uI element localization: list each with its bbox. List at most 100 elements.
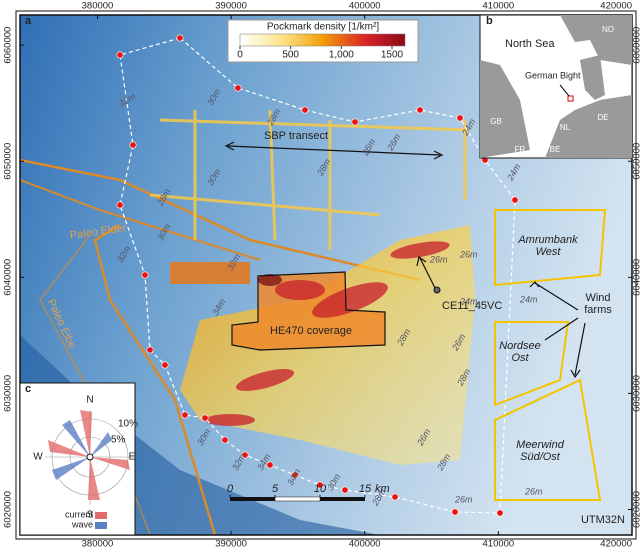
survey-vertex — [451, 508, 459, 516]
scale-tick-label: 10 — [314, 483, 327, 495]
country-label: DK — [606, 67, 618, 76]
survey-vertex — [146, 346, 154, 354]
depth-label: 24m — [459, 296, 478, 306]
colorbar — [239, 33, 406, 47]
x-tick-label: 390000 — [215, 539, 247, 549]
crs-label: UTM32N — [581, 514, 625, 526]
colorbar-tick-label: 1,000 — [329, 50, 354, 61]
y-tick-label: 6030000 — [3, 375, 14, 412]
wind-farm-name: West — [536, 246, 562, 258]
survey-vertex — [291, 471, 299, 479]
panel-label: a — [25, 15, 32, 27]
colorbar-tick-label: 1500 — [381, 50, 404, 61]
survey-vertex — [116, 51, 124, 59]
survey-vertices — [116, 34, 519, 517]
y-tick-label: 6030000 — [632, 375, 640, 412]
survey-vertex — [391, 493, 399, 501]
pockmark-hotspot — [170, 262, 250, 284]
rose-legend-label: current — [65, 509, 94, 519]
wind-farm-name: Nordsee — [499, 340, 541, 352]
scale-tick-label: 15 — [359, 483, 372, 495]
y-tick-label: 6040000 — [632, 259, 640, 296]
compass-label: N — [86, 395, 93, 406]
wind-farm-name: Amrumbank — [517, 234, 578, 246]
y-tick-label: 6060000 — [632, 27, 640, 64]
sbp-label: SBP transect — [264, 130, 328, 142]
ring-label: 10% — [118, 419, 138, 430]
wind-farm-name: Süd/Ost — [520, 451, 561, 463]
survey-vertex — [201, 414, 209, 422]
depth-label: 26m — [454, 494, 473, 504]
paleo-elder-channel — [19, 158, 421, 282]
depth-label: 26m — [429, 254, 448, 264]
survey-vertex — [416, 106, 424, 114]
y-tick-label: 6020000 — [3, 491, 14, 528]
depth-label: 26m — [524, 486, 543, 496]
y-tick-label: 6020000 — [632, 491, 640, 528]
y-tick-label: 6050000 — [632, 143, 640, 180]
x-tick-label: 400000 — [349, 1, 381, 12]
map-frame — [19, 14, 633, 536]
x-tick-label: 400000 — [349, 539, 381, 549]
survey-vertex — [234, 84, 242, 92]
paleo-elder-channel — [19, 179, 261, 261]
survey-vertex — [511, 196, 519, 204]
survey-vertex — [176, 34, 184, 42]
pockmark-clusters — [205, 241, 450, 426]
panel-label: c — [25, 383, 31, 395]
scale-unit: km — [375, 483, 390, 495]
colorbar-tick-label: 500 — [282, 50, 299, 61]
compass-label: S — [87, 510, 94, 521]
survey-vertex — [316, 481, 324, 489]
survey-vertex — [161, 361, 169, 369]
scale-bar: 0 5 10 15 km — [227, 483, 390, 502]
country-label: NL — [560, 123, 571, 132]
compass-label: W — [33, 452, 43, 463]
coverage-label: HE470 coverage — [270, 325, 352, 337]
country-label: FR — [515, 145, 526, 154]
colorbar-tick-label: 0 — [237, 50, 243, 61]
inset-bight-label: German Bight — [525, 70, 581, 80]
survey-vertex — [456, 114, 464, 122]
x-tick-label: 410000 — [483, 539, 515, 549]
x-tick-label: 380000 — [82, 539, 114, 549]
rose-legend-label: wave — [71, 519, 93, 529]
y-tick-label: 6050000 — [3, 143, 14, 180]
arrows — [224, 141, 586, 379]
wind-farm-name: Ost — [511, 352, 529, 364]
paleo-elbe-channel — [93, 223, 217, 536]
y-tick-label: 6060000 — [3, 27, 14, 64]
ring-label: 5% — [111, 435, 126, 446]
inset-sea-label: North Sea — [505, 38, 555, 50]
he470-coverage-outline — [231, 271, 386, 351]
x-tick-label: 420000 — [600, 1, 632, 12]
survey-vertex — [181, 411, 189, 419]
scale-tick-label: 5 — [272, 483, 279, 495]
country-label: GB — [490, 117, 502, 126]
sbp-lines — [149, 109, 471, 250]
x-tick-label: 410000 — [483, 1, 515, 12]
inset-map: b North Sea German Bight NO DK GB NL DE BE FR — [479, 14, 633, 159]
survey-vertex — [341, 486, 349, 494]
density-legend: Pockmark density [1/km²] 0 500 1,000 1500 — [227, 19, 419, 63]
country-label: BE — [550, 145, 561, 154]
x-tick-label: 390000 — [215, 1, 247, 12]
survey-vertex — [351, 118, 359, 126]
pockmark-hotspot — [232, 272, 385, 350]
x-tick-label: 380000 — [82, 1, 114, 12]
legend-title: Pockmark density [1/km²] — [267, 22, 379, 33]
core-label: CE11_45VC — [442, 300, 502, 312]
survey-vertex — [241, 451, 249, 459]
survey-vertex — [141, 271, 149, 279]
y-tick-label: 6040000 — [3, 259, 14, 296]
survey-vertex — [129, 141, 137, 149]
depth-label: 26m — [459, 249, 478, 259]
survey-vertex — [116, 201, 124, 209]
compass-label: E — [129, 452, 136, 463]
core-site — [433, 286, 441, 294]
wind-farm-outlines — [494, 209, 607, 501]
wind-farms-label: Wind farms — [584, 292, 612, 316]
x-tick-label: 420000 — [600, 539, 632, 549]
